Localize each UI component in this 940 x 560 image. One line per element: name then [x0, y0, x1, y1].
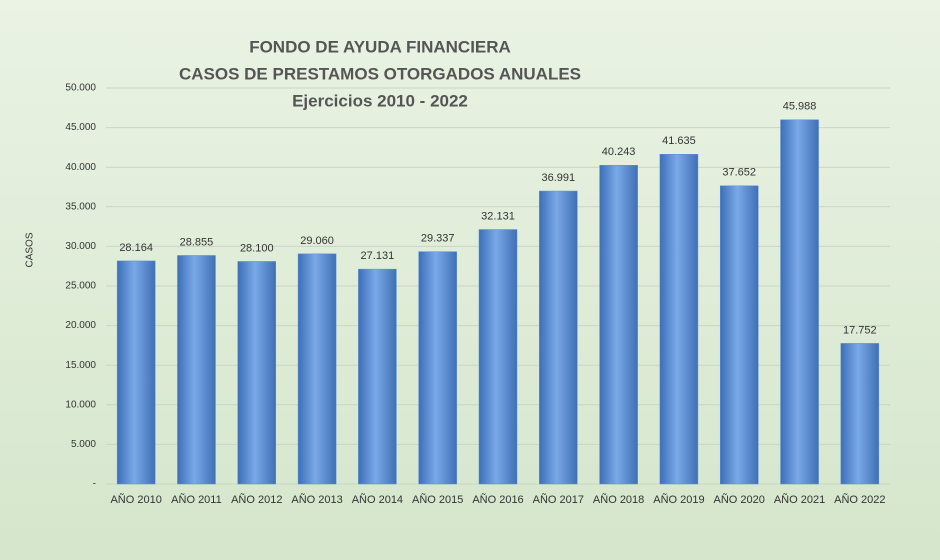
- chart-title: Ejercicios 2010 - 2022: [292, 91, 468, 110]
- data-label: 27.131: [361, 250, 395, 262]
- bar: [478, 229, 518, 485]
- bar: [237, 261, 277, 485]
- x-tick-label: AÑO 2017: [533, 493, 584, 506]
- data-label: 28.855: [180, 236, 214, 248]
- y-tick-label: -: [93, 479, 96, 490]
- y-tick-label: 40.000: [65, 162, 96, 173]
- x-tick-label: AÑO 2016: [472, 493, 523, 506]
- data-label: 45.988: [783, 101, 817, 113]
- chart-title: FONDO DE AYUDA FINANCIERA: [249, 37, 511, 56]
- bar: [780, 119, 819, 485]
- y-tick-label: 10.000: [65, 399, 96, 410]
- x-tick-label: AÑO 2022: [834, 493, 885, 506]
- bar: [659, 154, 699, 485]
- x-tick-label: AÑO 2010: [110, 493, 161, 506]
- data-label: 29.337: [421, 233, 455, 245]
- data-label: 40.243: [602, 146, 636, 158]
- bar: [358, 268, 397, 485]
- data-label: 28.164: [119, 242, 153, 254]
- data-label: 17.752: [843, 324, 877, 336]
- bar: [840, 343, 880, 485]
- y-axis-label: CASOS: [25, 232, 36, 267]
- x-tick-label: AÑO 2018: [593, 493, 644, 506]
- y-tick-label: 25.000: [65, 281, 96, 292]
- x-tick-label: AÑO 2021: [774, 493, 825, 506]
- y-tick-label: 45.000: [65, 122, 96, 133]
- y-tick-label: 35.000: [65, 201, 96, 212]
- data-label: 37.652: [722, 167, 756, 179]
- y-tick-label: 50.000: [65, 83, 96, 94]
- bar: [719, 185, 759, 485]
- x-tick-label: AÑO 2012: [231, 493, 282, 506]
- x-tick-label: AÑO 2011: [171, 493, 222, 506]
- data-label: 29.060: [300, 235, 334, 247]
- x-tick-label: AÑO 2014: [352, 493, 403, 506]
- x-tick-label: AÑO 2020: [714, 493, 765, 506]
- bar: [116, 260, 156, 485]
- data-label: 28.100: [240, 242, 274, 254]
- bar: [177, 255, 216, 485]
- bar: [539, 190, 578, 485]
- y-tick-label: 15.000: [65, 360, 96, 371]
- chart-title: CASOS DE PRESTAMOS OTORGADOS ANUALES: [179, 64, 581, 83]
- bar: [599, 165, 638, 485]
- data-label: 41.635: [662, 135, 696, 147]
- y-tick-label: 20.000: [65, 320, 96, 331]
- y-tick-label: 5.000: [71, 439, 96, 450]
- y-tick-label: 30.000: [65, 241, 96, 252]
- x-tick-label: AÑO 2013: [291, 493, 342, 506]
- data-label: 32.131: [481, 210, 515, 222]
- bar: [297, 253, 337, 485]
- bar: [418, 251, 457, 485]
- data-label: 36.991: [541, 172, 575, 184]
- x-tick-label: AÑO 2015: [412, 493, 463, 506]
- x-tick-label: AÑO 2019: [653, 493, 704, 506]
